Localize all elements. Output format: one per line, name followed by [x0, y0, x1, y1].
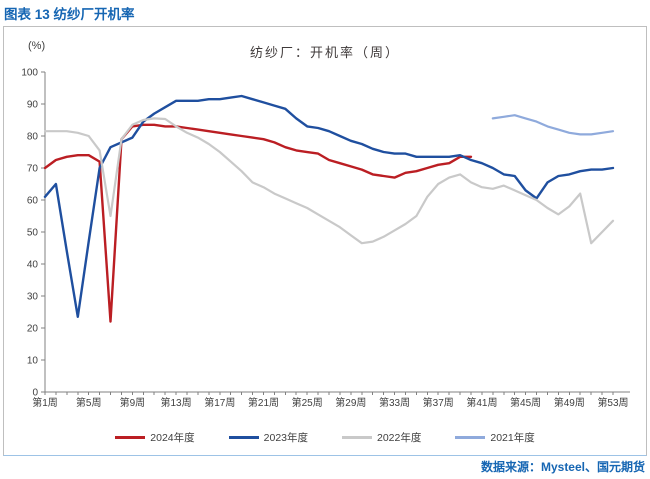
legend-label-2024: 2024年度	[150, 432, 195, 444]
legend-item-2023: 2023年度	[228, 430, 308, 445]
y-axis-unit-label: (%)	[28, 40, 46, 52]
legend-label-2022: 2022年度	[377, 432, 422, 444]
data-source-note: 数据来源：Mysteel、国元期货	[480, 460, 645, 474]
legend-swatch-2023	[228, 436, 259, 439]
chart-legend: 2024年度 2023年度 2022年度 2021年度	[0, 430, 650, 445]
legend-label-2023: 2023年度	[263, 432, 308, 444]
chart-title: 纺纱厂：开机率（周）	[249, 45, 400, 60]
chart-panel	[3, 26, 647, 456]
legend-swatch-2024	[115, 436, 146, 439]
legend-item-2021: 2021年度	[455, 430, 535, 445]
legend-swatch-2022	[342, 436, 372, 439]
legend-label-2021: 2021年度	[490, 432, 535, 444]
figure-caption: 图表 13 纺纱厂开机率	[4, 7, 135, 22]
legend-item-2022: 2022年度	[342, 430, 421, 445]
legend-swatch-2021	[455, 436, 486, 439]
legend-item-2024: 2024年度	[115, 430, 195, 445]
